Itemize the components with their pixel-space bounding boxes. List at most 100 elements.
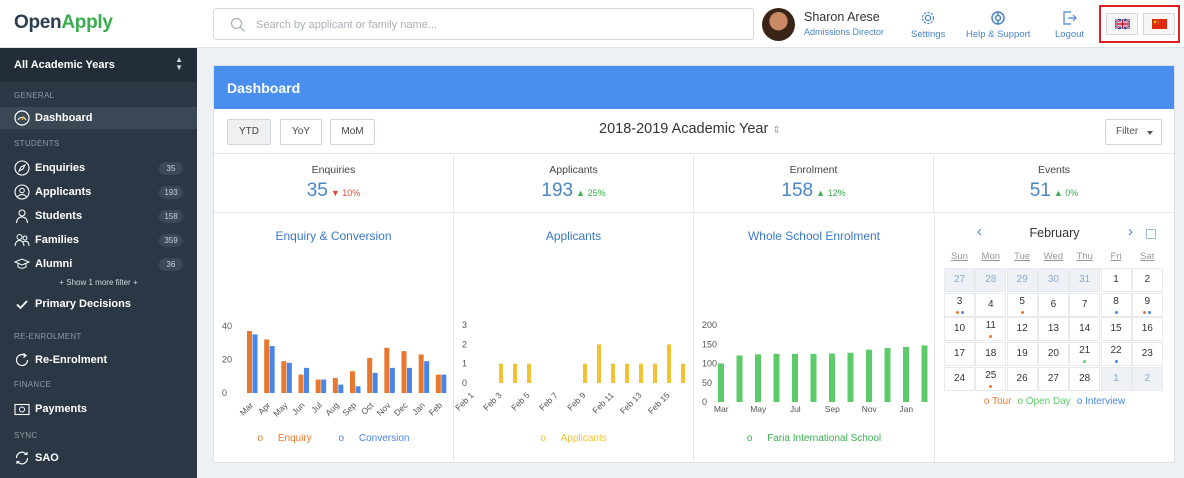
calendar-day[interactable]: 18 bbox=[975, 342, 1007, 367]
calendar-legend-item-openday[interactable]: o Open Day bbox=[1017, 395, 1071, 407]
calendar-day[interactable]: 7 bbox=[1069, 292, 1101, 317]
calendar-day[interactable]: 13 bbox=[1037, 317, 1069, 342]
calendar-day-number: 13 bbox=[1047, 323, 1059, 335]
calendar-day[interactable]: 26 bbox=[1006, 366, 1038, 391]
language-chinese-button[interactable] bbox=[1143, 13, 1175, 35]
stat-enquiries[interactable]: Enquiries 35 ▼ 10% bbox=[214, 154, 454, 212]
sidebar-item-enquiries[interactable]: Enquiries 35 bbox=[0, 157, 197, 179]
calendar-day[interactable]: 6 bbox=[1037, 292, 1069, 317]
x-tick-label: Mar bbox=[714, 404, 729, 414]
filter-label: Filter bbox=[1116, 126, 1139, 137]
stat-enrolment[interactable]: Enrolment 158 ▲ 12% bbox=[694, 154, 934, 212]
filter-dropdown[interactable]: Filter bbox=[1105, 119, 1162, 145]
calendar-day[interactable]: 1 bbox=[1100, 268, 1132, 292]
calendar-day-number: 26 bbox=[1016, 372, 1028, 384]
calendar-day[interactable]: 19 bbox=[1006, 342, 1038, 367]
bar-applicants bbox=[625, 363, 629, 383]
calendar-day[interactable]: 3 bbox=[944, 292, 975, 317]
calendar-day[interactable]: 12 bbox=[1006, 317, 1038, 342]
calendar-day[interactable]: 9 bbox=[1131, 292, 1163, 317]
sidebar-item-applicants[interactable]: Applicants 193 bbox=[0, 181, 197, 203]
sidebar-item-payments[interactable]: Payments bbox=[0, 398, 197, 420]
show-more-filter-link[interactable]: + Show 1 more filter + bbox=[59, 278, 138, 287]
calendar-legend-item-interview[interactable]: o Interview bbox=[1076, 395, 1126, 407]
settings-button[interactable]: Settings bbox=[911, 10, 945, 40]
period-mom-button[interactable]: MoM bbox=[330, 119, 375, 145]
calendar-day[interactable]: 10 bbox=[944, 317, 975, 342]
calendar-day[interactable]: 8 bbox=[1100, 292, 1132, 317]
sidebar-item-label: Students bbox=[35, 210, 83, 222]
bar-faria-international-school bbox=[810, 353, 817, 402]
calendar-today-icon[interactable] bbox=[1146, 229, 1156, 239]
calendar-day[interactable]: 23 bbox=[1131, 342, 1163, 367]
sidebar-item-alumni[interactable]: Alumni 36 bbox=[0, 253, 197, 275]
calendar-day[interactable]: 31 bbox=[1069, 268, 1101, 292]
y-tick-label: 2 bbox=[462, 339, 467, 349]
bar-faria-international-school bbox=[755, 354, 761, 402]
calendar-day[interactable]: 27 bbox=[944, 268, 975, 292]
stat-events[interactable]: Events 51 ▲ 0% bbox=[934, 154, 1174, 212]
calendar-day[interactable]: 17 bbox=[944, 342, 975, 367]
calendar-day[interactable]: 25 bbox=[975, 366, 1007, 391]
calendar-day[interactable]: 1 bbox=[1100, 366, 1132, 391]
stat-value: 193 bbox=[541, 180, 574, 201]
legend-item-enquiry[interactable]: o Enquiry bbox=[252, 433, 318, 444]
sidebar-item-students[interactable]: Students 158 bbox=[0, 205, 197, 227]
calendar-legend-item-tour[interactable]: o Tour bbox=[983, 395, 1012, 407]
period-ytd-button[interactable]: YTD bbox=[227, 119, 271, 145]
calendar-day[interactable]: 27 bbox=[1037, 366, 1069, 391]
calendar-day[interactable]: 22 bbox=[1100, 342, 1132, 367]
calendar-day[interactable]: 20 bbox=[1037, 342, 1069, 367]
calendar-day[interactable]: 2 bbox=[1131, 268, 1163, 292]
calendar-day[interactable]: 2 bbox=[1131, 366, 1163, 391]
legend-item-conversion[interactable]: o Conversion bbox=[333, 433, 416, 444]
sidebar-item-sao[interactable]: SAO bbox=[0, 447, 197, 469]
calendar-day[interactable]: 30 bbox=[1037, 268, 1069, 292]
period-yoy-button[interactable]: YoY bbox=[280, 119, 322, 145]
calendar-day[interactable]: 28 bbox=[1069, 366, 1101, 391]
calendar-day[interactable]: 4 bbox=[975, 292, 1007, 317]
sidebar-item-dashboard[interactable]: Dashboard bbox=[0, 107, 197, 129]
help-support-button[interactable]: Help & Support bbox=[966, 10, 1030, 40]
bar-conversion bbox=[355, 386, 361, 393]
openapply-logo[interactable]: OpenApply bbox=[14, 12, 113, 34]
legend-item-faria-international-school[interactable]: o Faria International School bbox=[741, 433, 887, 444]
x-tick-label: Feb 7 bbox=[537, 390, 560, 413]
legend-item-applicants[interactable]: o Applicants bbox=[534, 433, 612, 444]
y-tick-label: 50 bbox=[702, 378, 712, 388]
sidebar-item-families[interactable]: Families 359 bbox=[0, 229, 197, 251]
calendar-day-number: 24 bbox=[953, 372, 966, 384]
calendar-day[interactable]: 21 bbox=[1069, 342, 1101, 367]
calendar-day[interactable]: 11 bbox=[975, 317, 1007, 342]
academic-year-selector[interactable]: All Academic Years ▲ ▼ bbox=[0, 48, 197, 82]
x-tick-label: Feb 1 bbox=[454, 390, 476, 413]
calendar-next-button[interactable]: › bbox=[1128, 223, 1133, 240]
x-tick-label: Feb 9 bbox=[565, 390, 588, 413]
calendar-day[interactable]: 24 bbox=[944, 366, 975, 391]
user-avatar[interactable] bbox=[762, 8, 795, 41]
calendar-day[interactable]: 16 bbox=[1131, 317, 1163, 342]
calendar-day[interactable]: 15 bbox=[1100, 317, 1132, 342]
calendar-day[interactable]: 28 bbox=[975, 268, 1007, 292]
academic-year-sort[interactable]: 2018-2019 Academic Year ⇕ bbox=[599, 121, 781, 137]
bar-applicants bbox=[667, 344, 671, 383]
calendar-day[interactable]: 5 bbox=[1006, 292, 1038, 317]
search-input[interactable] bbox=[256, 15, 736, 35]
logout-button[interactable]: Logout bbox=[1055, 10, 1084, 40]
sidebar-item-re-enrolment[interactable]: Re-Enrolment bbox=[0, 349, 197, 371]
calendar-prev-button[interactable]: ‹ bbox=[977, 223, 982, 240]
sidebar-item-primary-decisions[interactable]: Primary Decisions bbox=[0, 293, 197, 315]
language-english-button[interactable] bbox=[1106, 13, 1138, 35]
calendar-day-number: 21 bbox=[1079, 345, 1091, 357]
calendar-day[interactable]: 29 bbox=[1006, 268, 1038, 292]
logo-text-open: Open bbox=[14, 12, 62, 33]
stat-applicants[interactable]: Applicants 193 ▲ 25% bbox=[454, 154, 694, 212]
y-tick-label: 0 bbox=[702, 397, 707, 407]
calendar-day-number: 28 bbox=[1079, 372, 1091, 384]
calendar-day[interactable]: 14 bbox=[1069, 317, 1101, 342]
bar-applicants bbox=[653, 363, 657, 383]
x-tick-label: Nov bbox=[862, 404, 878, 414]
settings-label: Settings bbox=[911, 29, 946, 40]
stats-row: Enquiries 35 ▼ 10% Applicants 193 ▲ 25% En… bbox=[214, 153, 1174, 213]
